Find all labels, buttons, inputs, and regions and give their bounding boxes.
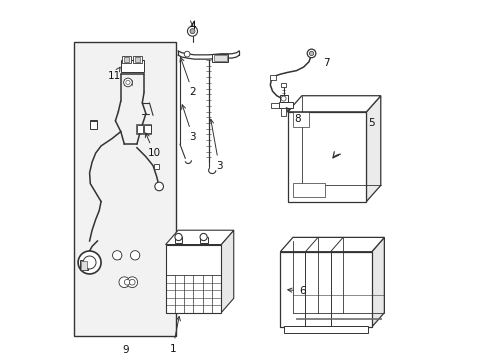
Circle shape [130, 251, 140, 260]
Bar [280, 252, 371, 327]
Text: 3: 3 [181, 105, 196, 142]
Polygon shape [280, 237, 384, 252]
Circle shape [306, 49, 315, 58]
Text: 8: 8 [286, 108, 301, 124]
Text: 6: 6 [287, 286, 305, 296]
Bar [214, 55, 226, 60]
Circle shape [187, 26, 197, 36]
Bar [122, 55, 131, 63]
Bar [280, 83, 286, 87]
Text: 11: 11 [107, 67, 121, 81]
Bar [133, 55, 142, 63]
Bar [81, 261, 87, 270]
Circle shape [175, 233, 182, 240]
Bar [281, 108, 285, 116]
Bar [287, 112, 366, 202]
Bar [124, 57, 129, 62]
Bar [136, 125, 151, 134]
Bar [199, 237, 207, 243]
Bar [89, 120, 97, 128]
Text: 3: 3 [209, 119, 222, 171]
Text: 10: 10 [145, 133, 161, 158]
Circle shape [200, 233, 207, 240]
Text: 7: 7 [323, 58, 329, 68]
Bar [121, 60, 144, 72]
Circle shape [78, 251, 101, 274]
Polygon shape [165, 230, 233, 244]
Circle shape [281, 96, 285, 101]
Bar [74, 42, 176, 336]
Bar [292, 183, 325, 197]
Circle shape [83, 256, 96, 269]
Bar [154, 164, 159, 169]
Circle shape [190, 29, 195, 34]
Circle shape [125, 80, 130, 85]
Bar [80, 260, 88, 270]
Bar [135, 57, 140, 62]
Bar [174, 237, 182, 243]
Bar [270, 103, 279, 108]
Text: 4: 4 [189, 21, 195, 31]
Circle shape [112, 251, 122, 260]
Bar [270, 75, 276, 80]
Circle shape [119, 277, 129, 288]
Bar [137, 126, 143, 134]
Circle shape [126, 277, 137, 288]
Bar [292, 112, 308, 127]
Circle shape [155, 182, 163, 191]
Polygon shape [366, 96, 380, 202]
Text: 5: 5 [367, 118, 374, 128]
Text: 2: 2 [180, 57, 196, 97]
Bar [144, 126, 150, 134]
Circle shape [309, 51, 313, 55]
Bar [278, 102, 292, 108]
Bar [284, 326, 367, 333]
Polygon shape [287, 96, 380, 112]
Polygon shape [371, 237, 384, 327]
Text: 9: 9 [122, 345, 129, 355]
Bar [165, 244, 221, 313]
Circle shape [129, 279, 135, 285]
Circle shape [184, 51, 190, 57]
Circle shape [124, 279, 130, 285]
Bar [279, 95, 287, 102]
Bar [89, 121, 97, 129]
Circle shape [123, 78, 132, 87]
Text: 1: 1 [169, 316, 180, 354]
Bar [212, 54, 228, 62]
Polygon shape [221, 230, 233, 313]
